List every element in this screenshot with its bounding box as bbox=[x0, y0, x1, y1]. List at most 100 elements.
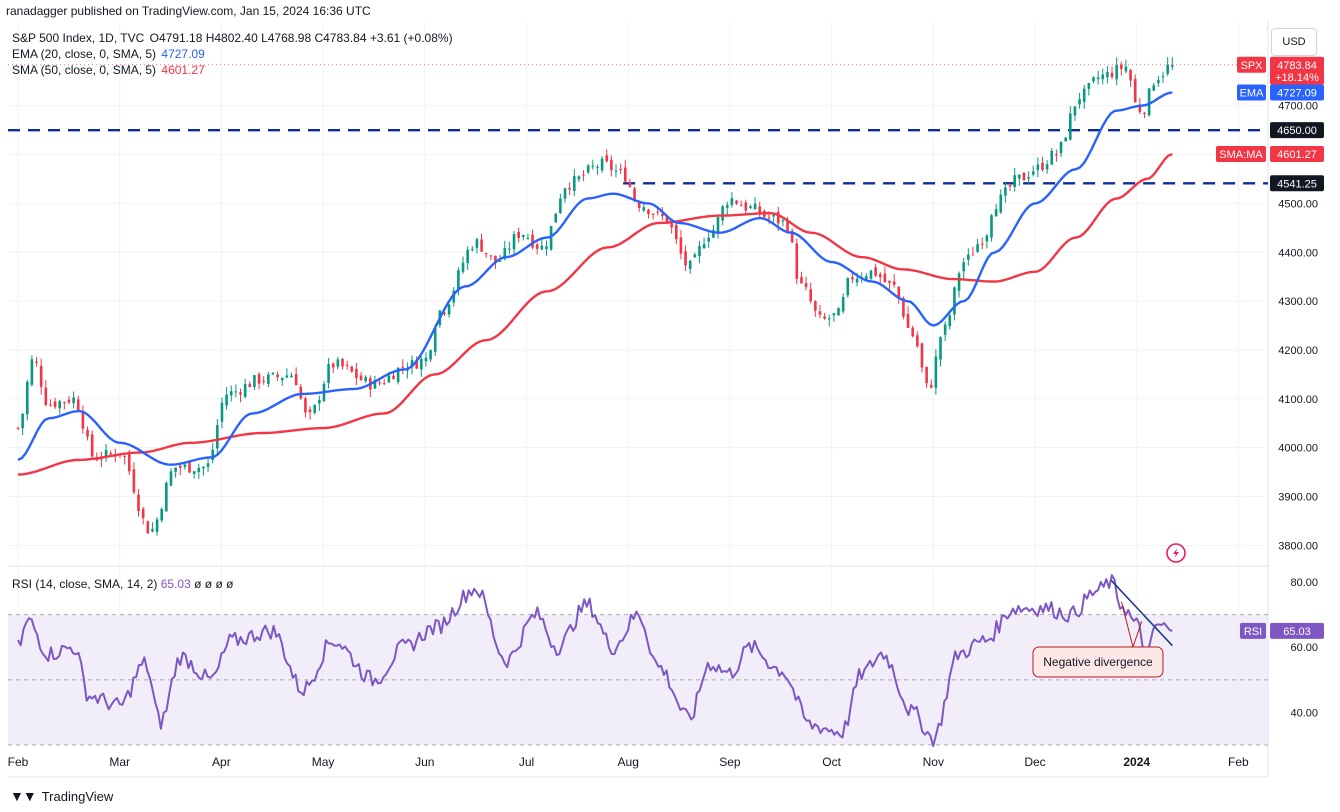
candle-body bbox=[953, 287, 956, 315]
candle-body bbox=[410, 359, 414, 368]
candle-body bbox=[1101, 74, 1105, 80]
candle bbox=[1036, 157, 1040, 178]
candle bbox=[76, 395, 80, 411]
price-tag: SMA:MA 4601.27 bbox=[1216, 145, 1324, 162]
candle-body bbox=[262, 380, 265, 382]
candle bbox=[1082, 84, 1086, 109]
candle-body bbox=[735, 200, 738, 204]
candle bbox=[359, 372, 363, 381]
candle bbox=[1147, 87, 1151, 117]
candle bbox=[739, 200, 743, 207]
ema-label[interactable]: EMA (20, close, 0, SMA, 5) bbox=[12, 47, 157, 61]
candle-body bbox=[378, 382, 381, 384]
candle-body bbox=[81, 410, 85, 429]
ema-value: 4727.09 bbox=[161, 47, 205, 61]
candle-body bbox=[841, 296, 845, 312]
level-tag-bg bbox=[1270, 175, 1324, 192]
candle-body bbox=[865, 276, 868, 280]
candle-body bbox=[1133, 79, 1137, 103]
time-tick-label: Mar bbox=[109, 755, 130, 769]
candle bbox=[257, 372, 261, 390]
candle bbox=[239, 388, 242, 403]
candle bbox=[1078, 92, 1081, 109]
rsi-series: Negative divergence bbox=[17, 574, 1173, 747]
candle-body bbox=[146, 521, 150, 534]
candle-body bbox=[35, 361, 38, 363]
price-tag: SPX 4783.84+18.14% bbox=[1237, 56, 1324, 85]
candle bbox=[892, 274, 896, 288]
candle bbox=[229, 385, 233, 402]
candle bbox=[1170, 57, 1174, 71]
candle bbox=[225, 387, 228, 410]
candle-body bbox=[535, 244, 539, 249]
candle bbox=[401, 359, 405, 375]
candle bbox=[95, 452, 99, 462]
price-tag: EMA 4727.09 bbox=[1237, 84, 1324, 101]
candle bbox=[484, 253, 488, 258]
candle-body bbox=[433, 328, 437, 352]
candle-body bbox=[939, 337, 942, 360]
candle-body bbox=[874, 267, 877, 276]
candle bbox=[693, 252, 697, 258]
candle-body bbox=[234, 391, 238, 393]
candle bbox=[772, 214, 775, 223]
candle-body bbox=[109, 453, 113, 455]
candle-body bbox=[911, 327, 914, 337]
candle-body bbox=[633, 188, 636, 201]
candle-body bbox=[1143, 113, 1146, 115]
candle-body bbox=[767, 217, 771, 219]
candle bbox=[327, 357, 330, 389]
lightning-icon[interactable] bbox=[1166, 543, 1186, 563]
symbol-name[interactable]: S&P 500 Index, 1D, TVC bbox=[12, 31, 145, 45]
candle bbox=[188, 461, 191, 474]
candle-body bbox=[248, 383, 252, 388]
candle bbox=[874, 263, 877, 278]
candle bbox=[925, 366, 928, 388]
candle-body bbox=[619, 168, 622, 170]
price-tag-label: SPX bbox=[1240, 60, 1263, 72]
annotation-text: Negative divergence bbox=[1043, 655, 1153, 669]
rsi-label[interactable]: RSI (14, close, SMA, 14, 2) bbox=[12, 577, 158, 591]
candle-body bbox=[906, 313, 910, 328]
candle-body bbox=[985, 235, 989, 242]
candle-body bbox=[568, 187, 571, 190]
price-tick-label: 4500.00 bbox=[1278, 198, 1318, 210]
candle bbox=[220, 397, 224, 429]
candle-body bbox=[16, 427, 20, 429]
candle bbox=[202, 465, 205, 476]
candle-body bbox=[1059, 141, 1063, 154]
candle-body bbox=[758, 206, 762, 214]
price-tag-change: +18.14% bbox=[1275, 72, 1319, 84]
time-axis: Feb Mar Apr May Jun Jul Aug Sep Oct Nov Dec 2024 Feb bbox=[8, 755, 1249, 769]
candle-body bbox=[165, 482, 168, 512]
candle bbox=[1031, 165, 1035, 177]
candle bbox=[355, 362, 358, 386]
tradingview-logo-icon: ▼▼ bbox=[10, 788, 37, 804]
candle bbox=[545, 240, 548, 256]
time-tick-label: Nov bbox=[923, 755, 944, 769]
candle bbox=[674, 222, 678, 245]
price-tick-label: 4400.00 bbox=[1278, 247, 1318, 259]
candle bbox=[1073, 106, 1077, 121]
candle-body bbox=[271, 372, 275, 375]
candle bbox=[976, 238, 979, 253]
candle-body bbox=[443, 312, 446, 314]
candle-body bbox=[188, 461, 191, 473]
candle-body bbox=[994, 209, 998, 217]
candle bbox=[800, 271, 803, 285]
annotation-pointer bbox=[1132, 620, 1143, 648]
candle bbox=[331, 362, 335, 373]
candle-body bbox=[243, 384, 247, 397]
candle-body bbox=[512, 234, 516, 250]
candle bbox=[415, 356, 418, 370]
currency-button[interactable]: USD bbox=[1271, 28, 1317, 56]
candle bbox=[369, 375, 372, 398]
candle-body bbox=[957, 273, 961, 291]
candle bbox=[345, 360, 349, 370]
sma-label[interactable]: SMA (50, close, 0, SMA, 5) bbox=[12, 63, 157, 77]
candle-body bbox=[280, 377, 284, 381]
candle-body bbox=[577, 176, 581, 180]
candle bbox=[53, 397, 57, 409]
candle-body bbox=[1036, 164, 1040, 170]
